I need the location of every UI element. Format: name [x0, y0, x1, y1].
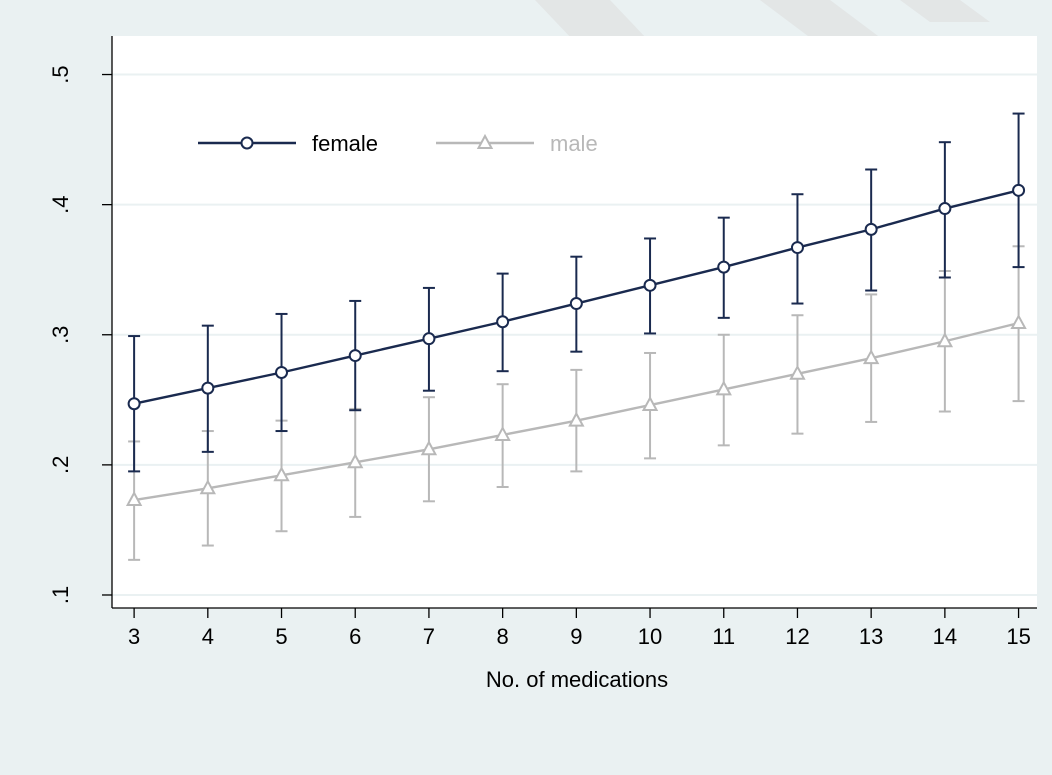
legend: female male — [198, 131, 598, 156]
data-point — [127, 397, 141, 411]
data-point — [936, 332, 954, 348]
series-layer — [125, 112, 1027, 561]
data-point — [789, 364, 806, 380]
watermark-stripe — [760, 0, 890, 45]
legend-item-male: male — [436, 131, 598, 156]
data-point — [717, 260, 731, 274]
series-female — [127, 112, 1026, 473]
legend-item-female: female — [198, 131, 378, 156]
x-tick-label: 15 — [1006, 624, 1030, 649]
y-tick-label: .5 — [48, 65, 73, 83]
data-point — [496, 315, 510, 329]
plot-area — [112, 36, 1037, 608]
data-point — [347, 453, 364, 469]
data-point — [643, 278, 657, 292]
y-tick-label: .4 — [48, 195, 73, 213]
x-tick-label: 4 — [202, 624, 214, 649]
x-axis-label: No. of medications — [486, 667, 668, 692]
x-tick-label: 3 — [128, 624, 140, 649]
y-tick-label: .1 — [48, 586, 73, 604]
axes: .1 .2 .3 .4 .5 3 4 5 6 7 8 9 10 11 12 13 14 15 — [48, 36, 1037, 649]
x-tick-label: 5 — [275, 624, 287, 649]
legend-marker — [240, 136, 254, 150]
x-tick-label: 7 — [423, 624, 435, 649]
watermark-stripe — [900, 0, 990, 22]
x-tick-label: 14 — [933, 624, 957, 649]
data-point — [348, 349, 362, 363]
legend-label: female — [312, 131, 378, 156]
data-point — [568, 411, 585, 427]
data-point — [641, 395, 659, 412]
data-point — [938, 202, 952, 216]
data-point — [125, 490, 143, 507]
x-tick-label: 12 — [785, 624, 809, 649]
series-male — [125, 245, 1027, 561]
x-tick-label: 10 — [638, 624, 662, 649]
x-tick-label: 9 — [570, 624, 582, 649]
data-point — [569, 297, 583, 311]
data-point — [420, 440, 438, 456]
data-point — [864, 222, 878, 236]
data-point — [1010, 313, 1027, 330]
x-tick-label: 11 — [712, 624, 735, 649]
y-tick-label: .3 — [48, 326, 73, 344]
data-point — [494, 425, 511, 441]
data-point — [201, 381, 215, 395]
data-point — [715, 380, 732, 396]
x-tick-label: 8 — [497, 624, 509, 649]
x-tick-label: 13 — [859, 624, 883, 649]
legend-marker — [476, 133, 494, 149]
legend-label: male — [550, 131, 598, 156]
y-tick-label: .2 — [48, 456, 73, 474]
data-point — [862, 349, 880, 365]
data-point — [275, 365, 289, 379]
data-point — [422, 332, 436, 346]
x-tick-label: 6 — [349, 624, 361, 649]
gridlines — [112, 73, 1037, 596]
data-point — [273, 466, 290, 482]
data-point — [1012, 183, 1026, 197]
data-point — [790, 241, 804, 255]
data-point — [199, 479, 216, 495]
